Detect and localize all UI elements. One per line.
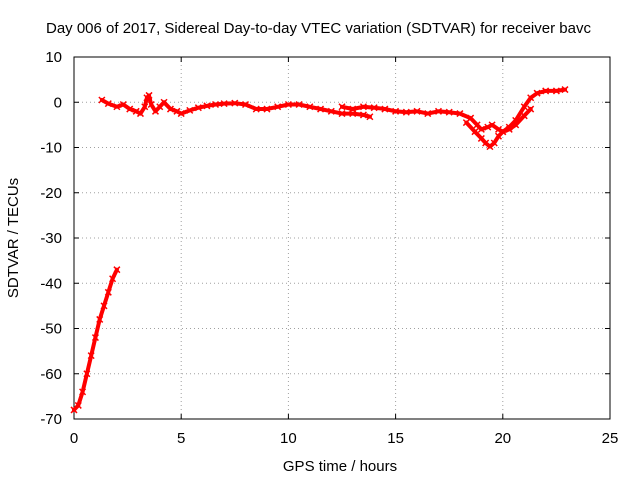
data-point	[512, 121, 520, 129]
y-tick-label: -30	[40, 230, 62, 247]
data-point	[160, 98, 168, 106]
data-point	[136, 110, 144, 118]
axis-ticks: 0 5 10 15 20 25 10 0 -10 -20 -30 -40 -50 -60 -70	[40, 49, 618, 447]
data-point	[119, 100, 127, 109]
data-point	[527, 105, 535, 113]
data-point	[445, 108, 453, 116]
y-tick-label: -60	[40, 366, 62, 383]
data-point	[424, 110, 432, 118]
x-tick-label: 25	[602, 430, 619, 447]
data-point	[520, 103, 528, 111]
y-tick-label: -50	[40, 321, 62, 338]
x-axis-label: GPS time / hours	[283, 458, 397, 475]
data-point	[327, 107, 335, 115]
data-point	[100, 302, 108, 310]
data-point	[220, 100, 228, 108]
y-tick-label: 0	[54, 94, 62, 111]
data-point	[91, 334, 99, 342]
y-tick-label: -40	[40, 275, 62, 292]
data-point	[381, 105, 389, 113]
data-point	[434, 107, 443, 115]
data-point	[231, 99, 239, 107]
data-point	[484, 123, 492, 131]
data-point	[98, 96, 106, 104]
data-point	[109, 275, 117, 283]
x-tick-label: 5	[177, 430, 185, 447]
data-point	[145, 91, 153, 99]
grid	[74, 57, 610, 419]
data-point	[274, 103, 282, 111]
x-tick-label: 10	[280, 430, 297, 447]
data-point	[488, 121, 496, 129]
data-point	[413, 107, 421, 115]
y-tick-label: -10	[40, 140, 62, 157]
data-point	[83, 370, 91, 378]
data-point	[194, 104, 202, 112]
data-point	[359, 103, 367, 111]
data-point	[211, 100, 220, 109]
data-point	[533, 89, 541, 97]
data-point	[126, 105, 134, 113]
data-point	[520, 112, 528, 120]
data-point	[74, 401, 82, 409]
data-point	[456, 110, 464, 118]
y-tick-label: -70	[40, 411, 62, 428]
data-point	[186, 106, 194, 114]
data-point	[113, 266, 121, 274]
data-point	[402, 108, 410, 116]
data-point	[552, 87, 560, 95]
data-point	[104, 288, 112, 296]
data-point	[173, 107, 181, 115]
data-point	[392, 107, 400, 115]
data-point	[471, 128, 479, 136]
data-point	[542, 87, 550, 95]
data-point	[295, 100, 303, 109]
data-point	[113, 103, 121, 111]
data-point	[87, 352, 95, 360]
data-point	[338, 110, 346, 118]
x-tick-label: 20	[494, 430, 511, 447]
series-group	[70, 86, 569, 414]
data-point	[306, 103, 314, 111]
data-point	[499, 128, 507, 136]
y-tick-label: 10	[45, 49, 62, 66]
data-point	[338, 103, 346, 111]
data-point	[366, 113, 374, 121]
data-point	[490, 139, 498, 147]
data-point	[561, 86, 569, 94]
chart-title: Day 006 of 2017, Sidereal Day-to-day VTE…	[46, 20, 591, 37]
data-point	[284, 100, 292, 109]
data-point	[477, 125, 485, 133]
x-tick-label: 15	[387, 430, 404, 447]
y-tick-label: -20	[40, 185, 62, 202]
data-point	[203, 102, 211, 110]
data-point	[166, 105, 175, 113]
data-point	[252, 105, 260, 113]
data-point	[96, 315, 104, 323]
data-point	[349, 105, 357, 113]
x-tick-label: 0	[70, 430, 78, 447]
data-point	[241, 100, 250, 109]
data-point	[147, 100, 155, 109]
data-point	[132, 107, 140, 115]
data-point	[317, 105, 325, 113]
data-point	[505, 125, 513, 133]
data-point	[141, 103, 149, 111]
data-point	[462, 119, 470, 127]
data-point	[79, 388, 87, 396]
data-point	[370, 104, 378, 112]
data-point	[177, 110, 185, 118]
data-point	[263, 105, 271, 113]
data-point	[104, 100, 112, 108]
data-point	[527, 94, 535, 102]
data-point	[359, 111, 367, 119]
y-axis-label: SDTVAR / TECUs	[5, 178, 22, 298]
